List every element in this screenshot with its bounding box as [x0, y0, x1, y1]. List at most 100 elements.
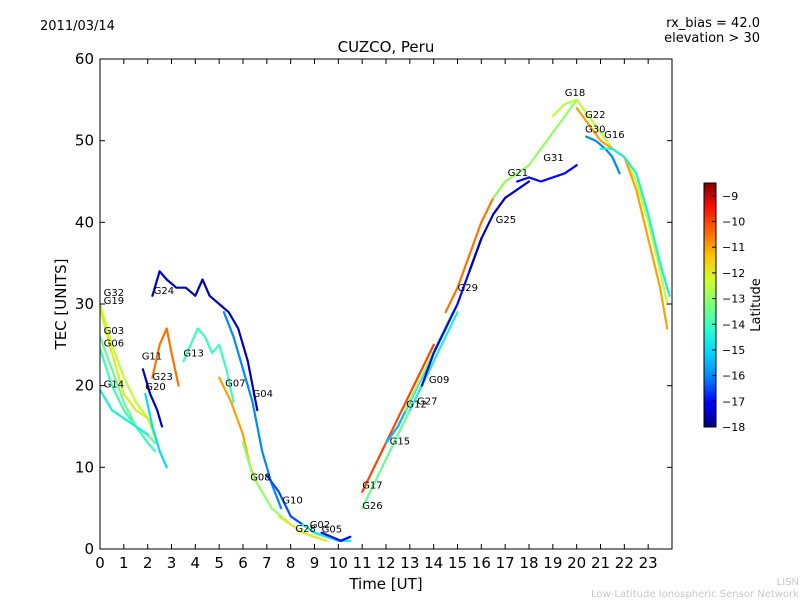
y-axis: 0 10 20 30 40 50 60 — [75, 50, 672, 558]
x-axis-label: Time [UT] — [348, 575, 422, 593]
series-line-g16 — [599, 147, 671, 297]
series-line-g24 — [151, 270, 259, 412]
x-tick-label: 9 — [310, 554, 320, 572]
colorbar — [703, 182, 717, 428]
x-tick-label: 11 — [353, 554, 372, 572]
series-label-g10: G10 — [282, 495, 302, 506]
series-line-g27 — [408, 311, 459, 412]
series-label-g15: G15 — [390, 437, 410, 448]
series-label-g12: G12 — [406, 400, 426, 411]
colorbar-tick-label: −11 — [722, 241, 745, 254]
series-line-g05 — [320, 531, 352, 542]
series-label-g27: G27 — [417, 397, 437, 408]
series-label-g31: G31 — [543, 153, 563, 164]
x-tick-label: 19 — [543, 554, 562, 572]
series-layer — [100, 98, 671, 542]
series-label-g19: G19 — [104, 296, 124, 307]
x-tick-label: 21 — [591, 554, 610, 572]
series-label-g28: G28 — [295, 524, 315, 535]
x-tick-label: 20 — [567, 554, 586, 572]
x-tick-label: 3 — [167, 554, 177, 572]
series-label-g24: G24 — [154, 286, 174, 297]
series-line-g11 — [141, 368, 164, 428]
y-tick-label: 60 — [75, 50, 94, 68]
series-label-g09: G09 — [429, 375, 449, 386]
y-tick-label: 20 — [75, 377, 94, 395]
series-label-g03: G03 — [104, 326, 124, 337]
series-label-g22: G22 — [585, 110, 605, 121]
colorbar-ticks: −9 −10 −11 −12 −13 −14 −15 −16 −17 −18 — [712, 190, 745, 434]
series-label-g23: G23 — [152, 372, 172, 383]
colorbar-label: Latitude — [749, 278, 764, 332]
y-tick-label: 30 — [75, 295, 94, 313]
series-label-g14: G14 — [104, 379, 124, 390]
watermark-lisn: LISN — [777, 577, 799, 588]
series-line-g31 — [515, 164, 578, 183]
series-label-g07: G07 — [225, 379, 245, 390]
x-tick-label: 15 — [448, 554, 467, 572]
series-line-g21 — [492, 98, 578, 199]
x-tick-label: 1 — [119, 554, 129, 572]
x-tick-label: 4 — [191, 554, 201, 572]
x-tick-label: 22 — [615, 554, 634, 572]
series-label-g32: G32 — [104, 288, 124, 299]
x-tick-label: 23 — [639, 554, 658, 572]
series-label-g17: G17 — [362, 481, 382, 492]
series-line-g13 — [182, 327, 235, 404]
x-tick-label: 18 — [519, 554, 538, 572]
x-axis: 0 1 2 3 4 5 6 7 8 9 10 11 12 13 14 15 16 17 18 19 20 21 22 23 — [95, 59, 658, 572]
rx-bias-label: rx_bias = 42.0 — [666, 16, 760, 31]
series-label-g11: G11 — [142, 352, 162, 363]
colorbar-tick-label: −16 — [722, 370, 745, 383]
series-line-g06 — [100, 347, 156, 453]
series-line-g25 — [468, 180, 531, 273]
series-label-g05: G05 — [322, 525, 342, 536]
series-line-g23 — [151, 327, 180, 387]
y-tick-label: 10 — [75, 458, 94, 476]
series-label-g13: G13 — [183, 348, 203, 359]
series-label-g04: G04 — [253, 389, 273, 400]
series-label-g20: G20 — [145, 382, 165, 393]
x-tick-label: 8 — [286, 554, 296, 572]
colorbar-tick-label: −17 — [722, 395, 745, 408]
watermark-network: Low-Latitude Ionospheric Sensor Network — [591, 589, 799, 600]
plot-area — [100, 59, 672, 549]
colorbar-tick-label: −13 — [722, 293, 745, 306]
colorbar-tick-label: −12 — [722, 267, 745, 280]
x-tick-label: 5 — [214, 554, 224, 572]
x-tick-label: 10 — [329, 554, 348, 572]
series-line-g32 — [100, 302, 159, 444]
series-label-g21: G21 — [508, 168, 528, 179]
y-tick-label: 0 — [84, 540, 94, 558]
x-tick-label: 16 — [472, 554, 491, 572]
x-tick-label: 6 — [238, 554, 248, 572]
colorbar-tick-label: −14 — [722, 318, 745, 331]
series-line-g17 — [361, 343, 435, 493]
series-label-g26: G26 — [362, 501, 382, 512]
series-label-g16: G16 — [604, 130, 624, 141]
x-tick-label: 14 — [424, 554, 443, 572]
x-tick-label: 13 — [400, 554, 419, 572]
series-label-g06: G06 — [104, 339, 124, 350]
x-tick-label: 7 — [262, 554, 272, 572]
x-tick-label: 0 — [95, 554, 105, 572]
elevation-label: elevation > 30 — [664, 31, 760, 46]
y-axis-label: TEC [UNITS] — [52, 259, 70, 351]
colorbar-tick-label: −9 — [722, 190, 738, 203]
y-tick-label: 50 — [75, 132, 94, 150]
series-label-g30: G30 — [585, 125, 605, 136]
series-label-g18: G18 — [565, 88, 585, 99]
series-label-g08: G08 — [250, 472, 270, 483]
series-label-g25: G25 — [496, 215, 516, 226]
series-label-g02: G02 — [310, 520, 330, 531]
series-line-g20 — [144, 392, 168, 469]
series-line-g03 — [100, 335, 156, 444]
x-tick-label: 2 — [143, 554, 153, 572]
series-line-g14 — [100, 388, 149, 436]
series-line-g28 — [277, 515, 328, 542]
colorbar-tick-label: −10 — [722, 216, 745, 229]
chart-title: CUZCO, Peru — [338, 38, 435, 56]
series-line-g19 — [100, 307, 149, 420]
